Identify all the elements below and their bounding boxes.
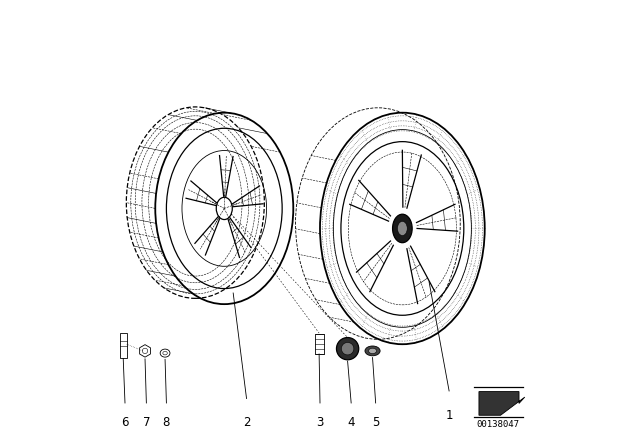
Bar (315, 334, 324, 354)
Text: 4: 4 (348, 416, 355, 429)
Text: 00138047: 00138047 (477, 420, 520, 429)
Bar (120, 333, 127, 358)
Polygon shape (479, 392, 525, 415)
Ellipse shape (392, 214, 412, 243)
Text: 1: 1 (445, 409, 453, 422)
Text: 2: 2 (243, 416, 250, 429)
Ellipse shape (341, 342, 354, 355)
Text: 7: 7 (143, 416, 150, 429)
Text: 6: 6 (121, 416, 129, 429)
Ellipse shape (369, 348, 376, 353)
Ellipse shape (365, 346, 380, 356)
Text: 8: 8 (163, 416, 170, 429)
Text: 5: 5 (372, 416, 380, 429)
Text: 3: 3 (316, 416, 324, 429)
Ellipse shape (397, 221, 407, 236)
Ellipse shape (337, 337, 359, 360)
